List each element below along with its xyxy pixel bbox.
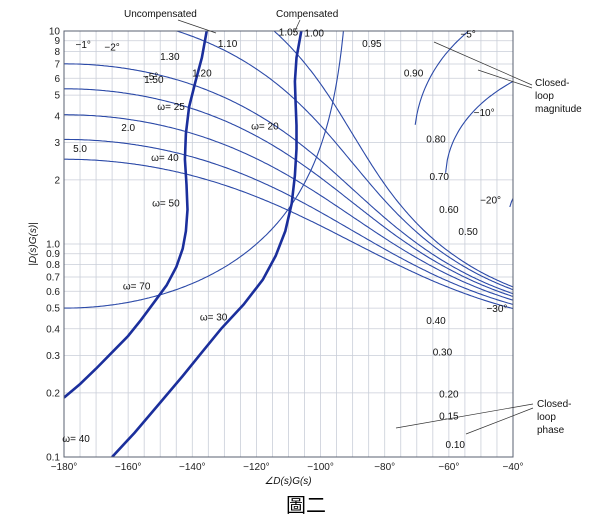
x-tick-label: −100° [307, 462, 334, 473]
phase-contour-label: −20° [480, 195, 501, 206]
phase-contour-label: −30° [486, 304, 507, 315]
magnitude-contour-label: 1.50 [144, 75, 164, 86]
compensated-label: Compensated [276, 9, 338, 20]
closed-loop-contours [64, 31, 513, 310]
frequency-label: ω= 20 [251, 122, 279, 133]
magnitude-contour-label: 5.0 [73, 144, 87, 155]
magnitude-contour-label: 0.10 [446, 440, 466, 451]
phase-contour-label: −2° [104, 42, 119, 53]
uncompensated-leader [177, 19, 217, 34]
closed-loop-phase-annotation: Closed- loop phase [395, 399, 571, 436]
x-tick-label: −60° [438, 462, 459, 473]
magnitude-contour-label: 1.00 [304, 29, 324, 40]
magnitude-contour [445, 81, 513, 173]
magnitude-contour-label: 0.80 [426, 134, 446, 145]
figure-caption: 圖二 [286, 493, 326, 517]
x-tick-label: −120° [243, 462, 270, 473]
magnitude-contour-label: 0.50 [458, 227, 478, 238]
uncompensated-label: Uncompensated [124, 9, 197, 20]
magnitude-contour-label: 1.05 [279, 28, 299, 39]
y-tick-label: 0.3 [46, 351, 60, 362]
magnitude-contour-label: 0.20 [439, 390, 459, 401]
magnitude-contour [273, 31, 513, 288]
svg-text:Closed-: Closed- [535, 78, 569, 89]
y-tick-label: 0.9 [46, 249, 60, 260]
frequency-label: ω= 70 [123, 281, 151, 292]
magnitude-contour [414, 31, 470, 125]
y-axis-label: |D(s)G(s)| [28, 222, 39, 266]
magnitude-contour-label: 1.10 [218, 39, 238, 50]
svg-text:phase: phase [537, 425, 565, 436]
phase-contour-label: −1° [76, 40, 91, 51]
x-tick-label: −80° [374, 462, 395, 473]
magnitude-contour-label: 0.15 [439, 411, 459, 422]
y-tick-label: 4 [54, 111, 60, 122]
magnitude-contour [509, 198, 513, 208]
y-tick-label: 0.8 [46, 260, 60, 271]
x-tick-label: −160° [115, 462, 142, 473]
magnitude-contour-label: 1.30 [160, 52, 180, 63]
y-tick-label: 0.6 [46, 287, 60, 298]
frequency-label: ω= 40 [62, 434, 90, 445]
magnitude-contour [64, 114, 513, 301]
frequency-label: ω= 50 [152, 198, 180, 209]
y-tick-label: 7 [54, 59, 60, 70]
magnitude-contour [64, 138, 513, 306]
frequency-labels: ω= 25 ω= 40 ω= 50 ω= 70 ω= 40 ω= 20 ω= 30 [62, 102, 279, 445]
y-tick-label: 0.7 [46, 272, 60, 283]
y-tick-label: 0.2 [46, 388, 60, 399]
svg-text:magnitude: magnitude [535, 104, 582, 115]
y-tick-label: 8 [54, 47, 60, 58]
uncompensated-response-curve [64, 31, 208, 399]
contour-labels: 5.0 2.0 1.50 1.30 1.20 1.10 1.05 1.00 0.95 0.90 0.… [73, 28, 507, 451]
y-tick-label: 3 [54, 138, 60, 149]
magnitude-contour [174, 31, 513, 291]
response-curves [64, 31, 303, 457]
y-tick-label: 0.4 [46, 324, 60, 335]
y-tick-label: 2 [54, 175, 60, 186]
frequency-label: ω= 30 [200, 312, 228, 323]
y-tick-label: 9 [54, 36, 60, 47]
svg-text:loop: loop [537, 412, 556, 423]
magnitude-contour-label: 0.95 [362, 39, 382, 50]
magnitude-contour-label: 0.40 [426, 316, 446, 327]
x-axis-ticks: −180° −160° −140° −120° −100° −80° −60° −40° [51, 462, 524, 473]
x-axis-label: ∠D(s)G(s) [264, 476, 311, 487]
svg-text:loop: loop [535, 91, 554, 102]
plot-border [63, 30, 514, 458]
magnitude-contour-label: 1.20 [192, 69, 212, 80]
x-tick-label: −140° [179, 462, 206, 473]
magnitude-contour-label: 0.30 [433, 347, 453, 358]
phase-contour-label: −5° [143, 72, 158, 83]
phase-contour-label: −5° [460, 30, 475, 41]
magnitude-contour-label: 0.60 [439, 205, 459, 216]
magnitude-contour [64, 158, 513, 310]
magnitude-contour-label: 0.90 [404, 69, 424, 80]
y-tick-label: 6 [54, 74, 60, 85]
magnitude-contour-label: 2.0 [121, 123, 135, 134]
svg-text:Closed-: Closed- [537, 399, 571, 410]
y-tick-label: 0.1 [46, 453, 60, 464]
y-tick-label: 0.5 [46, 304, 60, 315]
phase-contour-label: −10° [474, 108, 495, 119]
magnitude-contour [64, 31, 344, 309]
y-tick-label: 10 [49, 27, 61, 38]
y-tick-label: 5 [54, 91, 60, 102]
x-tick-label: −40° [503, 462, 524, 473]
y-tick-label: 1.0 [46, 240, 60, 251]
magnitude-contour [64, 63, 513, 295]
compensated-leader [293, 19, 301, 34]
frequency-label: ω= 40 [151, 153, 179, 164]
magnitude-contour [64, 88, 513, 298]
frequency-label: ω= 25 [157, 102, 185, 113]
magnitude-contour-label: 0.70 [430, 172, 450, 183]
x-tick-label: −180° [51, 462, 78, 473]
compensated-response-curve [111, 31, 303, 457]
closed-loop-magnitude-annotation: Closed- loop magnitude [433, 41, 582, 115]
